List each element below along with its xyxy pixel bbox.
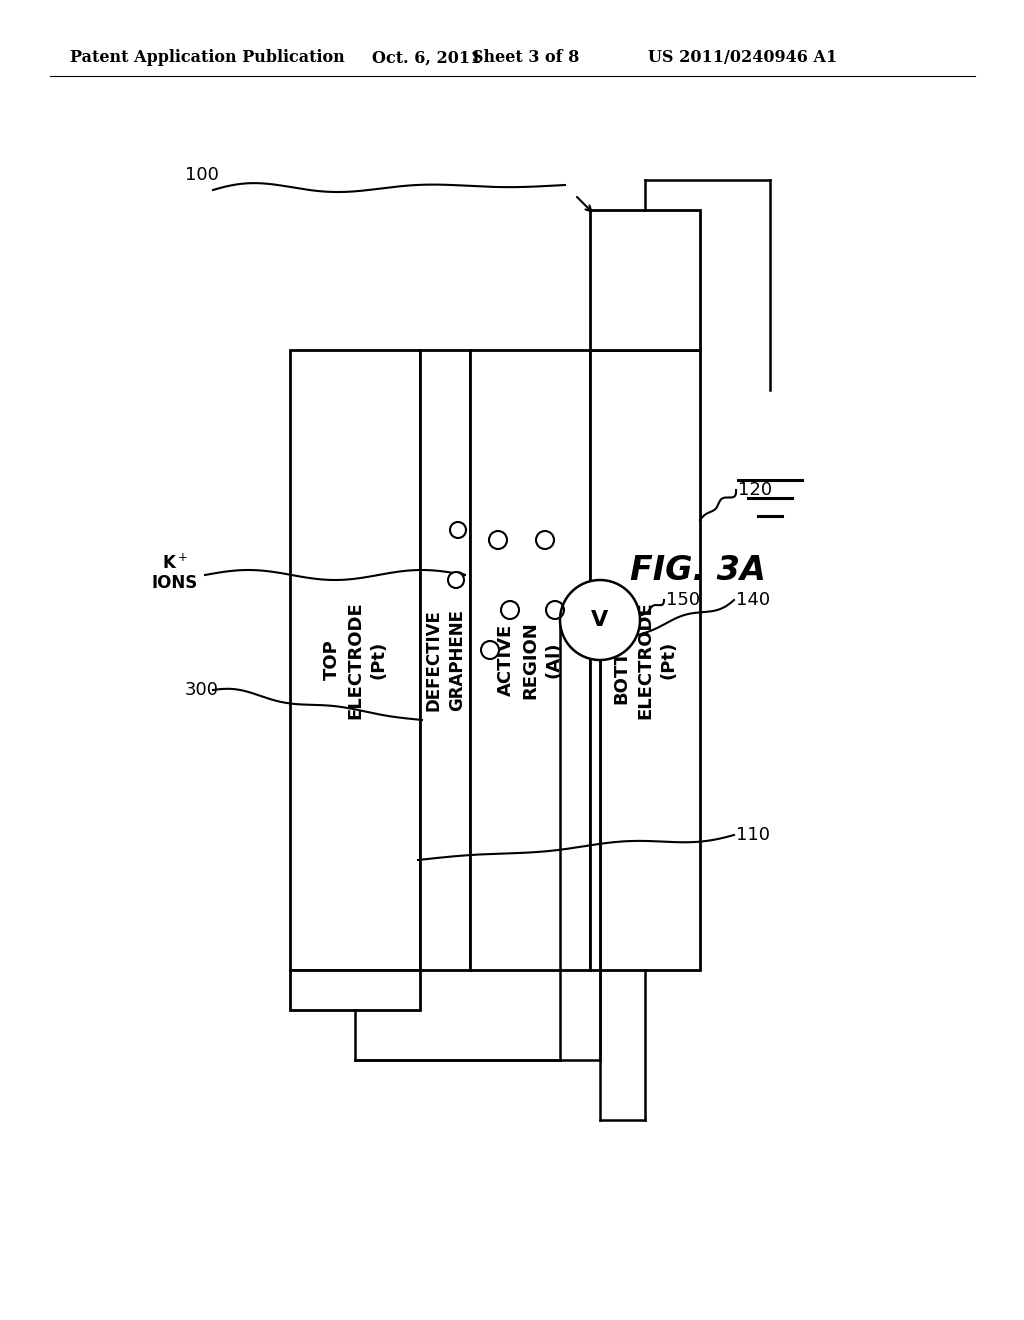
Bar	[590, 350, 700, 970]
Text: V: V	[592, 610, 608, 630]
Bar	[420, 350, 470, 970]
Text: ACTIVE
REGION
(Al): ACTIVE REGION (Al)	[498, 622, 562, 698]
Text: FIG. 3A: FIG. 3A	[630, 553, 766, 586]
Circle shape	[546, 601, 564, 619]
Circle shape	[449, 572, 464, 587]
Circle shape	[536, 531, 554, 549]
Text: 140: 140	[736, 591, 770, 609]
Bar	[470, 350, 590, 970]
Bar	[290, 350, 420, 970]
Circle shape	[560, 579, 640, 660]
Text: Oct. 6, 2011: Oct. 6, 2011	[372, 49, 481, 66]
Text: BOTTOM
ELECTRODE
(Pt): BOTTOM ELECTRODE (Pt)	[612, 601, 678, 719]
Text: 120: 120	[738, 480, 772, 499]
Text: 100: 100	[185, 166, 219, 183]
Text: US 2011/0240946 A1: US 2011/0240946 A1	[648, 49, 838, 66]
Bar	[590, 210, 700, 350]
Text: 300: 300	[185, 681, 219, 700]
Circle shape	[450, 521, 466, 539]
Circle shape	[481, 642, 499, 659]
Bar	[290, 970, 420, 1010]
Text: K$^+$: K$^+$	[162, 553, 188, 573]
Text: Patent Application Publication: Patent Application Publication	[70, 49, 345, 66]
Text: 150: 150	[666, 591, 700, 609]
Text: Sheet 3 of 8: Sheet 3 of 8	[472, 49, 580, 66]
Circle shape	[501, 601, 519, 619]
Text: DEFECTIVE
GRAPHENE: DEFECTIVE GRAPHENE	[424, 609, 466, 711]
Text: 110: 110	[736, 826, 770, 843]
Text: IONS: IONS	[152, 574, 198, 591]
Text: TOP
ELECTRODE
(Pt): TOP ELECTRODE (Pt)	[323, 601, 388, 719]
Circle shape	[489, 531, 507, 549]
